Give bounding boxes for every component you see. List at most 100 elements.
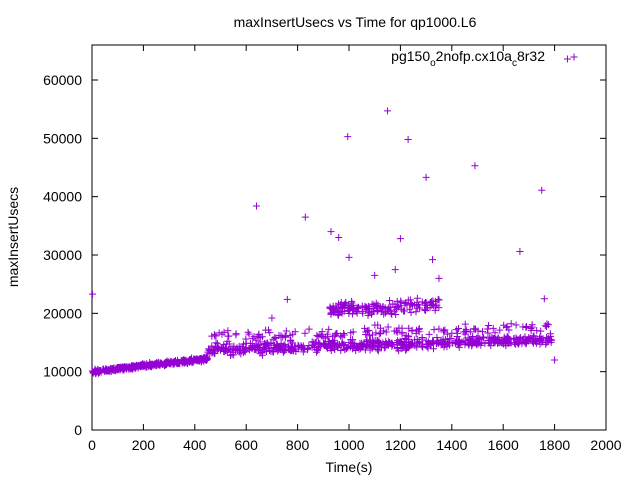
data-point: [460, 328, 468, 336]
data-point: [295, 342, 303, 350]
x-tick-label: 2000: [590, 437, 621, 453]
data-point: [327, 309, 335, 317]
data-point: [217, 346, 225, 354]
data-point: [262, 326, 270, 334]
data-point-outlier: [391, 266, 399, 274]
data-point: [220, 341, 228, 349]
data-point: [89, 368, 97, 376]
data-point: [441, 326, 449, 334]
data-point: [374, 347, 382, 355]
data-point: [349, 307, 357, 315]
data-point: [404, 333, 412, 341]
data-point: [383, 340, 391, 348]
data-point: [165, 359, 173, 367]
data-point: [455, 343, 463, 351]
data-point: [368, 300, 376, 308]
data-point: [271, 333, 279, 341]
data-point: [255, 341, 263, 349]
data-point: [365, 332, 373, 340]
data-point: [345, 309, 353, 317]
data-point: [487, 342, 495, 350]
data-point: [431, 306, 439, 314]
data-point: [370, 337, 378, 345]
data-point: [454, 325, 462, 333]
data-point: [403, 301, 411, 309]
data-point: [462, 337, 470, 345]
data-point: [407, 309, 415, 317]
legend-label: pg150o2nofp.cx10ac8r32: [391, 48, 545, 69]
data-point: [515, 340, 523, 348]
data-point: [396, 302, 404, 310]
data-point: [395, 347, 403, 355]
data-point: [287, 336, 295, 344]
data-point: [451, 339, 459, 347]
data-point: [256, 346, 264, 354]
data-point: [340, 342, 348, 350]
data-point: [154, 359, 162, 367]
legend-marker: [570, 53, 578, 61]
data-point: [461, 341, 469, 349]
data-point: [374, 301, 382, 309]
data-point: [475, 340, 483, 348]
x-tick-label: 400: [183, 437, 207, 453]
x-tick-label: 1600: [488, 437, 519, 453]
data-point-outlier: [538, 186, 546, 194]
data-point-outlier: [283, 295, 291, 303]
data-point-outlier: [89, 290, 97, 298]
data-point: [365, 309, 373, 317]
data-point: [411, 342, 419, 350]
data-point-outlier: [540, 295, 548, 303]
data-point: [467, 336, 475, 344]
data-point: [434, 295, 442, 303]
data-point: [461, 320, 469, 328]
data-point: [96, 367, 104, 375]
data-point: [373, 345, 381, 353]
data-point: [453, 340, 461, 348]
data-point: [242, 335, 250, 343]
data-point: [399, 307, 407, 315]
data-point: [360, 340, 368, 348]
data-point: [421, 299, 429, 307]
data-point: [269, 335, 277, 343]
data-point: [544, 321, 552, 329]
data-point: [345, 304, 353, 311]
data-point: [240, 346, 248, 354]
data-point: [474, 327, 482, 335]
data-point: [251, 342, 259, 350]
data-point: [289, 330, 297, 338]
data-point: [455, 336, 463, 344]
data-point: [337, 301, 345, 309]
data-point: [412, 308, 420, 316]
data-point: [218, 330, 226, 338]
data-point: [359, 309, 367, 317]
data-point: [228, 348, 236, 356]
data-point: [355, 343, 363, 351]
x-tick-label: 1000: [333, 437, 364, 453]
data-point: [443, 343, 451, 351]
data-point: [352, 346, 360, 354]
x-tick-label: 600: [235, 437, 259, 453]
data-point: [304, 345, 312, 353]
data-point: [122, 364, 130, 372]
data-point: [504, 334, 512, 342]
data-point: [495, 338, 503, 346]
data-point-outlier: [252, 202, 260, 210]
data-point: [445, 339, 453, 347]
data-point: [348, 297, 356, 305]
data-point: [423, 340, 431, 348]
data-point: [489, 324, 497, 332]
data-point: [422, 298, 430, 306]
data-point: [496, 326, 504, 334]
data-point: [267, 340, 275, 348]
data-point: [446, 335, 454, 343]
data-point-outlier: [384, 107, 392, 115]
data-point-outlier: [516, 248, 524, 255]
data-point: [316, 341, 324, 349]
data-point: [407, 341, 415, 349]
data-point: [381, 343, 389, 351]
data-point: [258, 349, 266, 357]
data-point: [316, 331, 324, 339]
data-point: [474, 339, 482, 347]
data-point: [335, 307, 343, 315]
data-point: [286, 345, 294, 353]
